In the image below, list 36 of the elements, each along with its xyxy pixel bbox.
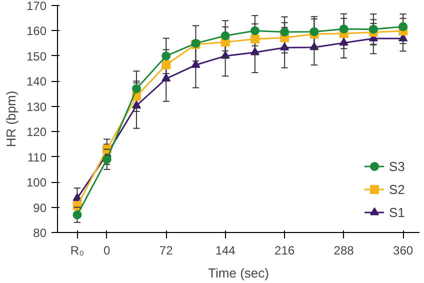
y-tick-label: 150 (26, 49, 47, 64)
point (162, 51, 171, 60)
point (310, 27, 319, 36)
point (102, 154, 112, 164)
x-tick-label: R₀ (70, 244, 84, 258)
x-tick-label: 360 (393, 244, 414, 258)
y-tick-label: 110 (27, 150, 47, 164)
point (191, 60, 200, 68)
y-tick-label: 100 (26, 176, 47, 190)
point (368, 24, 378, 34)
y-axis-title: HR (bpm) (3, 90, 18, 148)
point (280, 27, 290, 36)
point (220, 31, 230, 40)
point (132, 84, 141, 94)
x-tick-label: 0 (104, 244, 111, 258)
point (339, 24, 348, 34)
y-tick-label: 120 (26, 125, 47, 140)
x-tick-label: 216 (274, 244, 295, 258)
y-tick-label: 140 (26, 74, 47, 89)
y-tick-label: 160 (26, 24, 47, 38)
point (250, 26, 260, 36)
y-tick-label: 80 (33, 226, 47, 240)
x-tick-label: 144 (215, 244, 236, 258)
y-tick-label: 170 (26, 0, 47, 13)
x-axis-title: Time (sec) (208, 266, 269, 280)
legend-label: S2 (389, 182, 406, 196)
y-tick-label: 90 (33, 200, 47, 215)
point (72, 210, 82, 220)
point (398, 22, 408, 32)
legend-label: S1 (389, 204, 406, 220)
y-tick-label: 130 (26, 100, 47, 114)
x-tick-label: 288 (334, 244, 354, 258)
legend-label: S3 (389, 158, 406, 174)
x-tick-label: 72 (159, 244, 174, 258)
point (250, 34, 260, 44)
point (162, 60, 171, 70)
